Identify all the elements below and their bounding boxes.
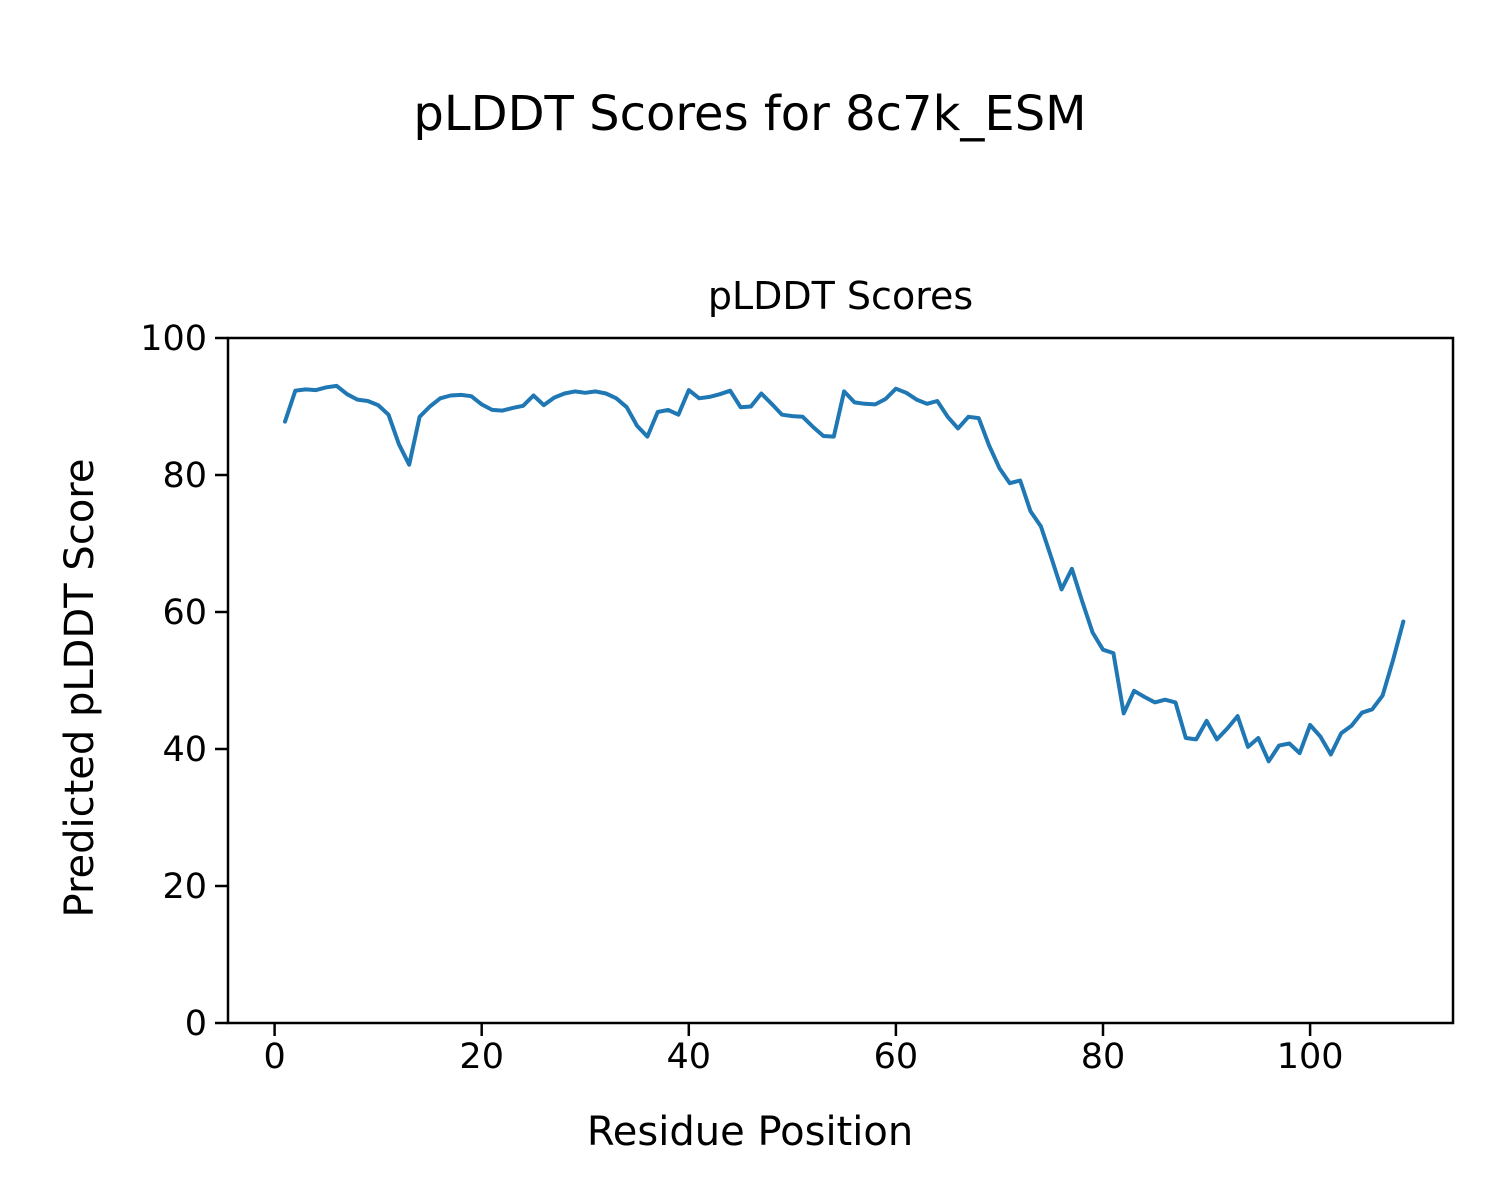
plot-border <box>226 336 1455 1025</box>
y-tick-label: 60 <box>162 593 207 633</box>
x-tick-label: 20 <box>459 1037 504 1077</box>
y-tick-label: 0 <box>185 1004 207 1044</box>
figure-title: pLDDT Scores for 8c7k_ESM <box>413 86 1087 142</box>
plddt-line <box>283 383 1406 764</box>
x-tick-label: 100 <box>1277 1037 1344 1077</box>
x-tick-label: 80 <box>1081 1037 1126 1077</box>
y-tick-label: 40 <box>162 730 207 770</box>
x-axis-label: Residue Position <box>586 1109 914 1155</box>
x-tick-label: 40 <box>667 1037 712 1077</box>
x-tick-label: 0 <box>263 1037 285 1077</box>
y-tick-label: 20 <box>162 867 207 907</box>
axes-title: pLDDT Scores <box>707 274 974 318</box>
y-tick-label: 100 <box>140 319 207 359</box>
axis-ticks: 0 20 40 60 80 100 0 20 40 60 80 100 <box>140 319 1343 1077</box>
y-tick-label: 80 <box>162 456 207 496</box>
data-line-layer <box>283 383 1406 764</box>
x-tick-label: 60 <box>874 1037 919 1077</box>
